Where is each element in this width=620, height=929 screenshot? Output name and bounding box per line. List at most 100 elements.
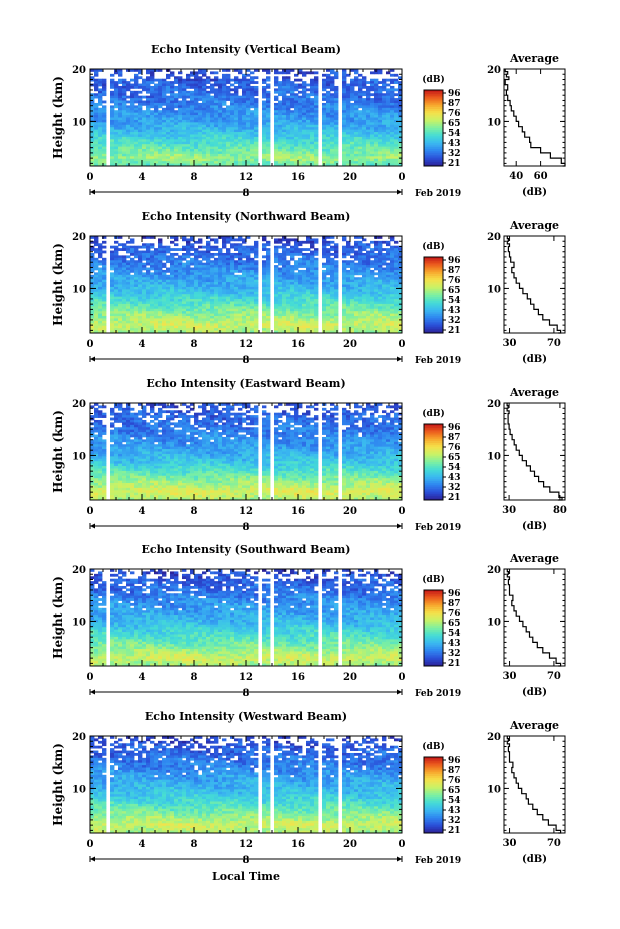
heatmap-cell bbox=[378, 151, 383, 155]
heatmap-cell bbox=[238, 301, 243, 305]
heatmap-cell bbox=[230, 124, 235, 128]
heatmap-cell bbox=[290, 119, 295, 123]
heatmap-cell bbox=[118, 243, 123, 247]
heatmap-cell bbox=[202, 282, 207, 285]
heatmap-cell bbox=[238, 119, 243, 123]
heatmap-cell bbox=[210, 71, 215, 75]
heatmap-cell bbox=[242, 267, 247, 271]
heatmap-cell bbox=[158, 124, 163, 128]
heatmap-cell bbox=[366, 134, 371, 138]
heatmap-cell bbox=[194, 299, 199, 302]
heatmap-cell bbox=[202, 299, 207, 302]
heatmap-cell bbox=[182, 272, 187, 276]
heatmap-cell bbox=[210, 129, 215, 133]
heatmap-cell bbox=[274, 112, 279, 116]
heatmap-cell bbox=[202, 102, 207, 106]
heatmap-cell bbox=[222, 112, 227, 116]
heatmap-cell bbox=[222, 149, 227, 152]
heatmap-cell bbox=[302, 88, 307, 92]
heatmap-cell bbox=[146, 136, 151, 140]
heatmap-cell bbox=[114, 282, 119, 285]
heatmap-cell bbox=[398, 134, 403, 138]
heatmap-cell bbox=[142, 149, 147, 152]
heatmap-cell bbox=[190, 81, 195, 84]
heatmap-cell bbox=[178, 115, 183, 118]
heatmap-cell bbox=[326, 303, 331, 307]
heatmap-cell bbox=[174, 265, 179, 268]
heatmap-cell bbox=[202, 286, 207, 290]
heatmap-cell bbox=[254, 330, 259, 334]
heatmap-cell bbox=[370, 153, 375, 157]
heatmap-cell bbox=[314, 318, 319, 322]
heatmap-cell bbox=[142, 250, 147, 254]
heatmap-cell bbox=[222, 141, 227, 145]
heatmap-cell bbox=[262, 255, 267, 259]
heatmap-cell bbox=[90, 158, 95, 162]
heatmap-cell bbox=[298, 328, 303, 331]
heatmap-cell bbox=[398, 127, 403, 131]
heatmap-cell bbox=[290, 144, 295, 147]
heatmap-cell bbox=[194, 161, 199, 164]
heatmap-cell bbox=[146, 100, 151, 104]
heatmap-cell bbox=[150, 325, 155, 329]
heatmap-cell bbox=[282, 136, 287, 140]
heatmap-cell bbox=[294, 98, 299, 101]
heatmap-cell bbox=[226, 311, 231, 314]
heatmap-cell bbox=[110, 320, 115, 324]
heatmap-cell bbox=[358, 110, 363, 114]
heatmap-cell bbox=[302, 122, 307, 126]
heatmap-cell bbox=[246, 294, 251, 298]
avg-x-tick-label: 40 bbox=[509, 171, 523, 182]
heatmap-cell bbox=[186, 112, 191, 116]
heatmap-cell bbox=[250, 134, 255, 138]
heatmap-cell bbox=[254, 102, 259, 106]
heatmap-cell bbox=[150, 296, 155, 300]
heatmap-cell bbox=[158, 119, 163, 123]
heatmap-cell bbox=[322, 127, 327, 131]
heatmap-cell bbox=[94, 124, 99, 128]
heatmap-cell bbox=[362, 139, 367, 143]
heatmap-cell bbox=[130, 112, 135, 116]
heatmap-cell bbox=[122, 284, 127, 288]
heatmap-cell bbox=[282, 115, 287, 118]
heatmap-cell bbox=[174, 252, 179, 256]
heatmap-cell bbox=[230, 127, 235, 131]
heatmap-cell bbox=[238, 112, 243, 116]
heatmap-cell bbox=[142, 141, 147, 145]
heatmap-cell bbox=[126, 306, 131, 310]
heatmap-cell bbox=[322, 313, 327, 317]
heatmap-cell bbox=[330, 301, 335, 305]
heatmap-cell bbox=[238, 78, 243, 82]
heatmap-cell bbox=[330, 95, 335, 99]
heatmap-cell bbox=[226, 112, 231, 116]
heatmap-cell bbox=[266, 262, 271, 266]
heatmap-cell bbox=[386, 151, 391, 155]
heatmap-cell bbox=[358, 151, 363, 155]
heatmap-cell bbox=[114, 313, 119, 317]
heatmap-cell bbox=[150, 291, 155, 295]
heatmap-cell bbox=[218, 269, 223, 273]
heatmap-cell bbox=[126, 156, 131, 160]
heatmap-cell bbox=[158, 141, 163, 145]
heatmap-cell bbox=[214, 71, 219, 75]
heatmap-cell bbox=[138, 117, 143, 121]
heatmap-cell bbox=[230, 132, 235, 135]
heatmap-cell bbox=[190, 158, 195, 162]
heatmap-cell bbox=[174, 95, 179, 99]
heatmap-cell bbox=[214, 132, 219, 135]
heatmap-cell bbox=[262, 262, 267, 266]
heatmap-cell bbox=[230, 236, 235, 239]
heatmap-cell bbox=[278, 238, 283, 242]
heatmap-cell bbox=[206, 122, 211, 126]
heatmap-cell bbox=[162, 124, 167, 128]
heatmap-cell bbox=[382, 85, 387, 89]
heatmap-cell bbox=[350, 156, 355, 160]
heatmap-cell bbox=[206, 243, 211, 247]
heatmap-cell bbox=[218, 279, 223, 283]
heatmap-cell bbox=[254, 144, 259, 147]
heatmap-cell bbox=[90, 262, 95, 266]
colorbar-segment bbox=[424, 116, 443, 119]
heatmap-cell bbox=[98, 291, 103, 295]
heatmap-cell bbox=[262, 115, 267, 118]
heatmap-cell bbox=[242, 107, 247, 111]
